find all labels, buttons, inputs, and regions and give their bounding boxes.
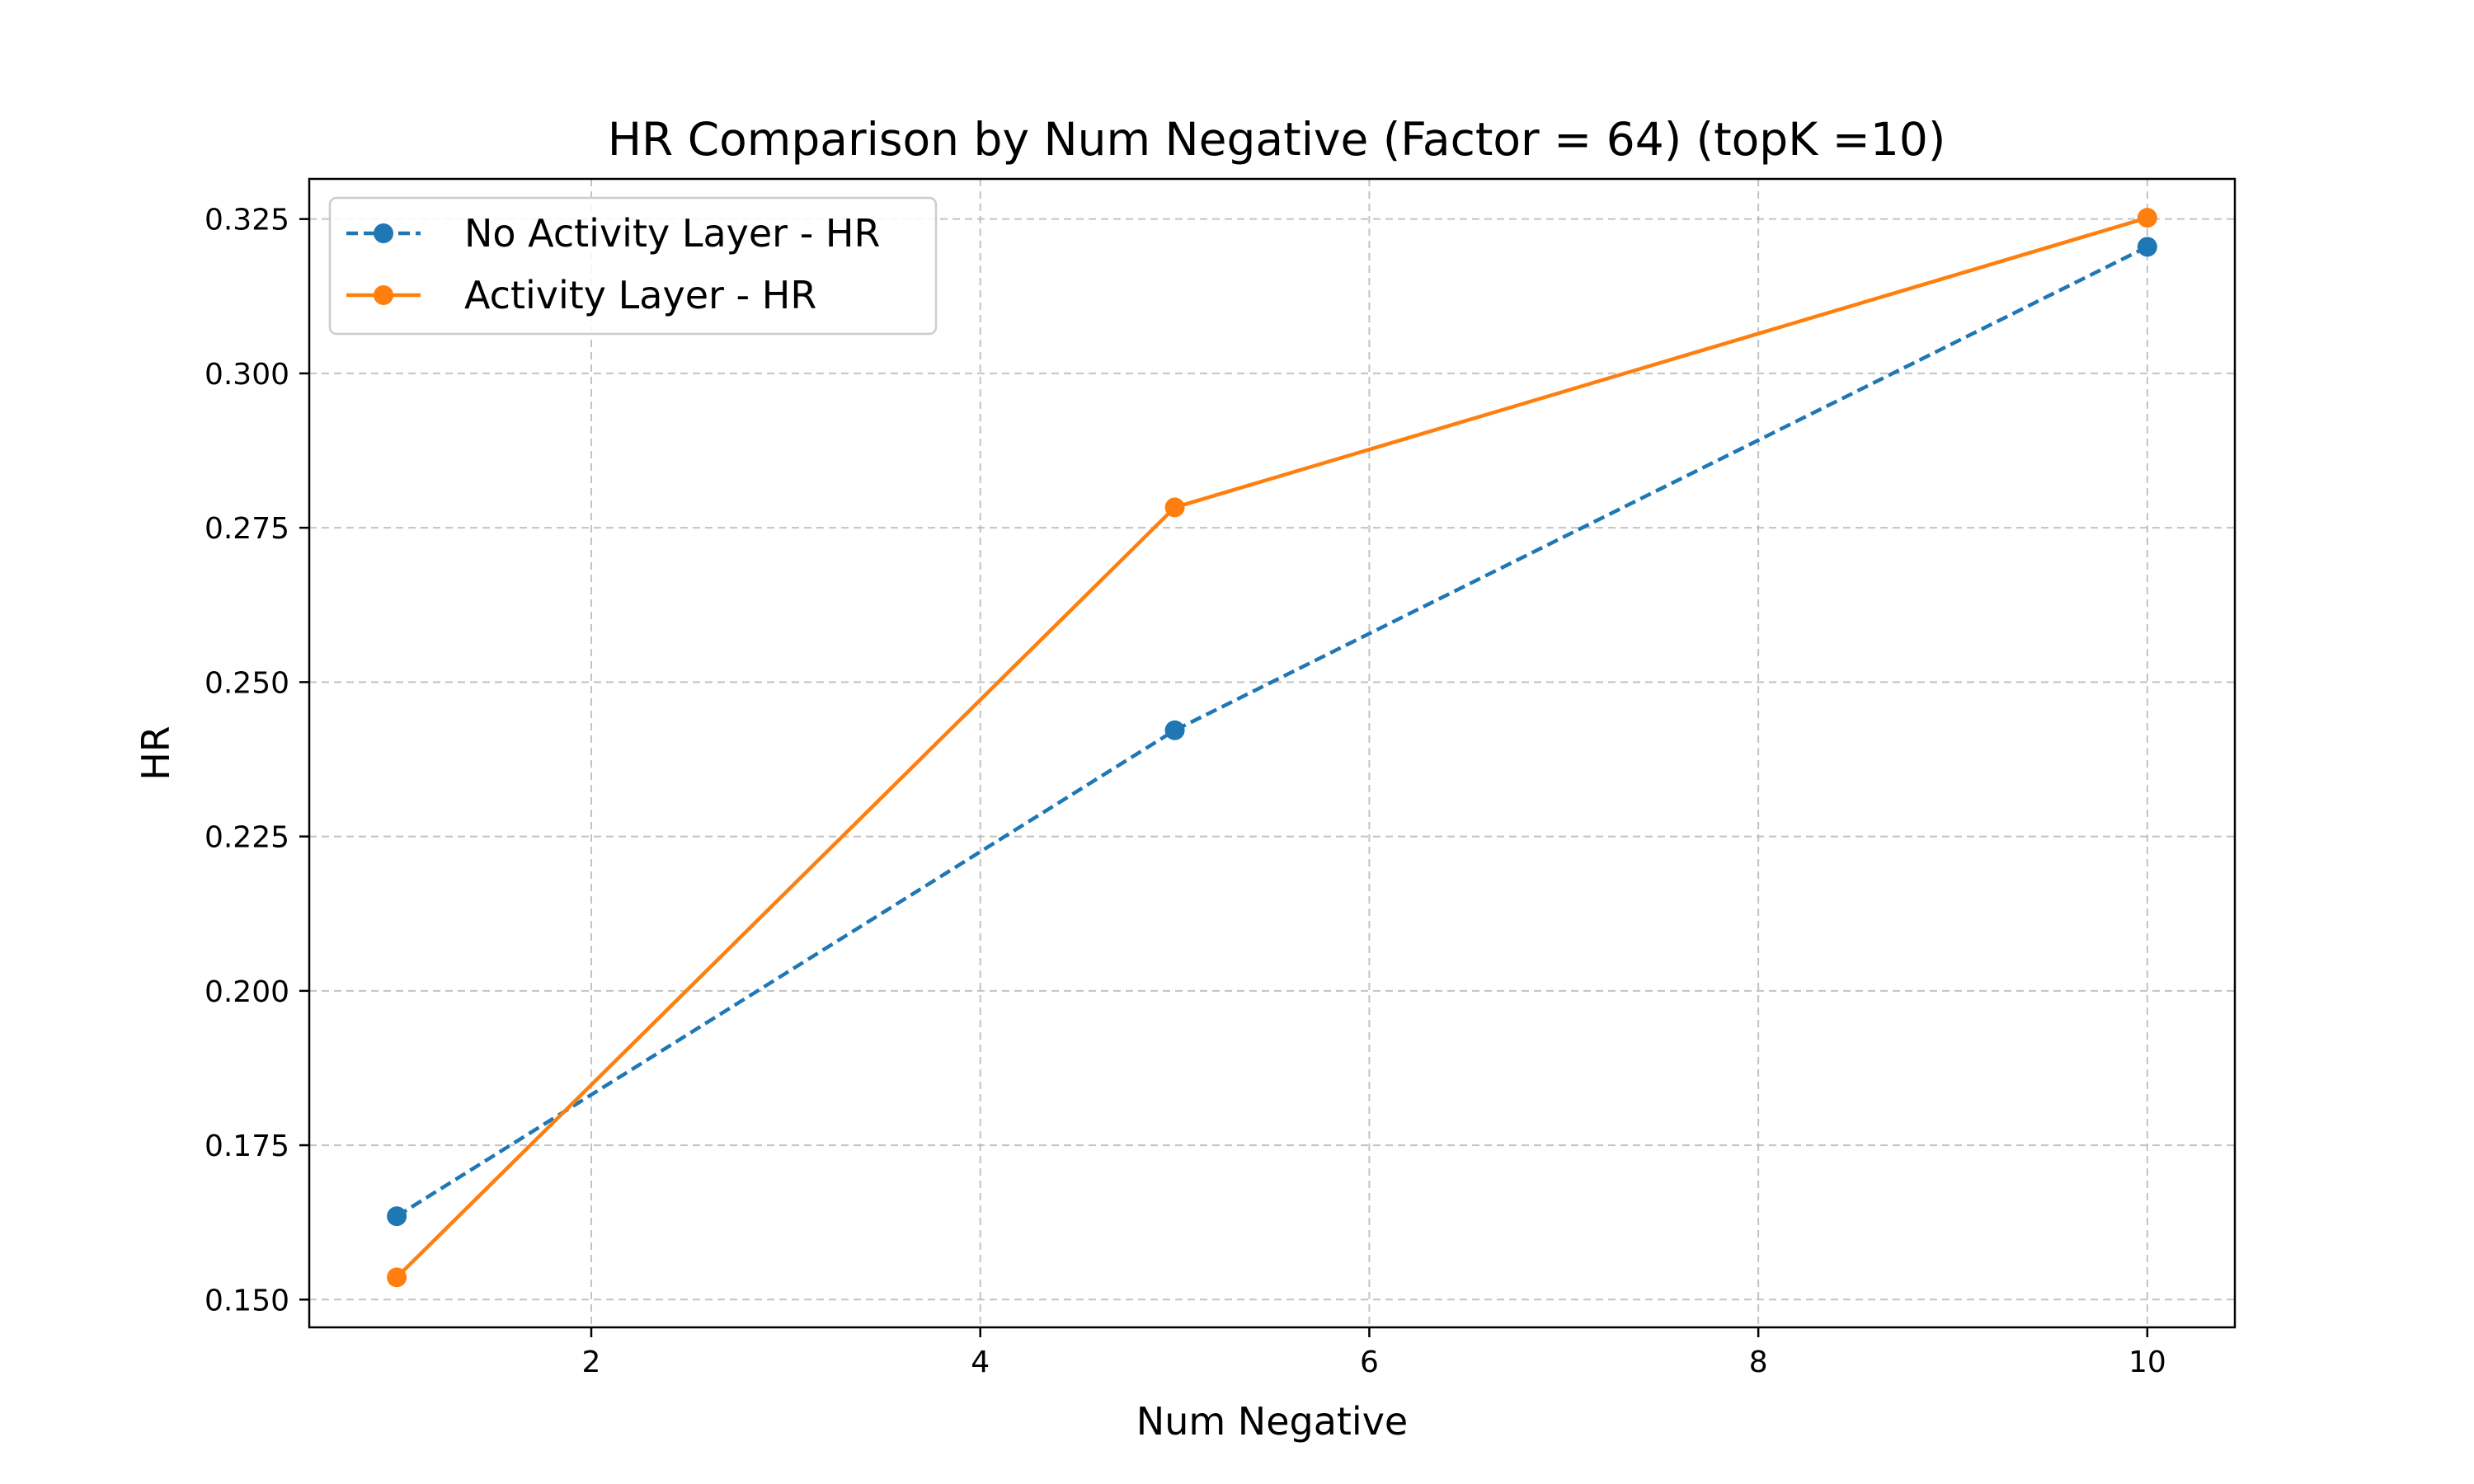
data-point — [2137, 237, 2157, 257]
legend-item: Activity Layer - HR — [346, 273, 816, 317]
x-axis-label: Num Negative — [1136, 1399, 1408, 1444]
y-tick-label: 0.200 — [205, 975, 289, 1009]
x-tick-label: 8 — [1749, 1345, 1768, 1379]
legend-label: No Activity Layer - HR — [464, 211, 880, 256]
data-point — [2137, 208, 2157, 228]
series-line — [395, 245, 2148, 1219]
x-tick-label: 6 — [1360, 1345, 1379, 1379]
plot-frame — [308, 177, 2236, 1329]
grid-lines — [309, 179, 2235, 1327]
y-tick-label: 0.275 — [205, 512, 289, 546]
x-tick-label: 10 — [2128, 1345, 2166, 1379]
chart-title: HR Comparison by Num Negative (Factor = … — [608, 113, 1946, 166]
legend-label: Activity Layer - HR — [464, 273, 816, 317]
axis-ticks: 2 4 6 8 10 0.150 0.175 0.200 0.225 0.250 0.275 0.30… — [205, 204, 2166, 1379]
y-tick-label: 0.175 — [205, 1129, 289, 1163]
data-point — [387, 1206, 407, 1227]
data-point — [387, 1267, 407, 1288]
legend-box — [328, 196, 938, 336]
series-layer — [387, 208, 2157, 1288]
y-axis-label: HR — [134, 726, 178, 781]
y-tick-label: 0.150 — [205, 1284, 289, 1317]
series-line — [395, 216, 2148, 1279]
legend-marker — [374, 285, 393, 305]
x-tick-label: 2 — [582, 1345, 601, 1379]
y-tick-label: 0.325 — [205, 204, 289, 237]
data-point — [1164, 720, 1185, 740]
y-tick-label: 0.300 — [205, 358, 289, 392]
series-1 — [387, 237, 2157, 1227]
y-tick-label: 0.225 — [205, 821, 289, 855]
data-point — [1164, 497, 1185, 518]
x-tick-label: 4 — [971, 1345, 990, 1379]
legend: No Activity Layer - HR Activity Layer - H… — [328, 196, 938, 336]
legend-marker — [374, 223, 393, 243]
series-2 — [387, 208, 2157, 1288]
y-tick-label: 0.250 — [205, 666, 289, 700]
legend-item: No Activity Layer - HR — [346, 211, 880, 256]
